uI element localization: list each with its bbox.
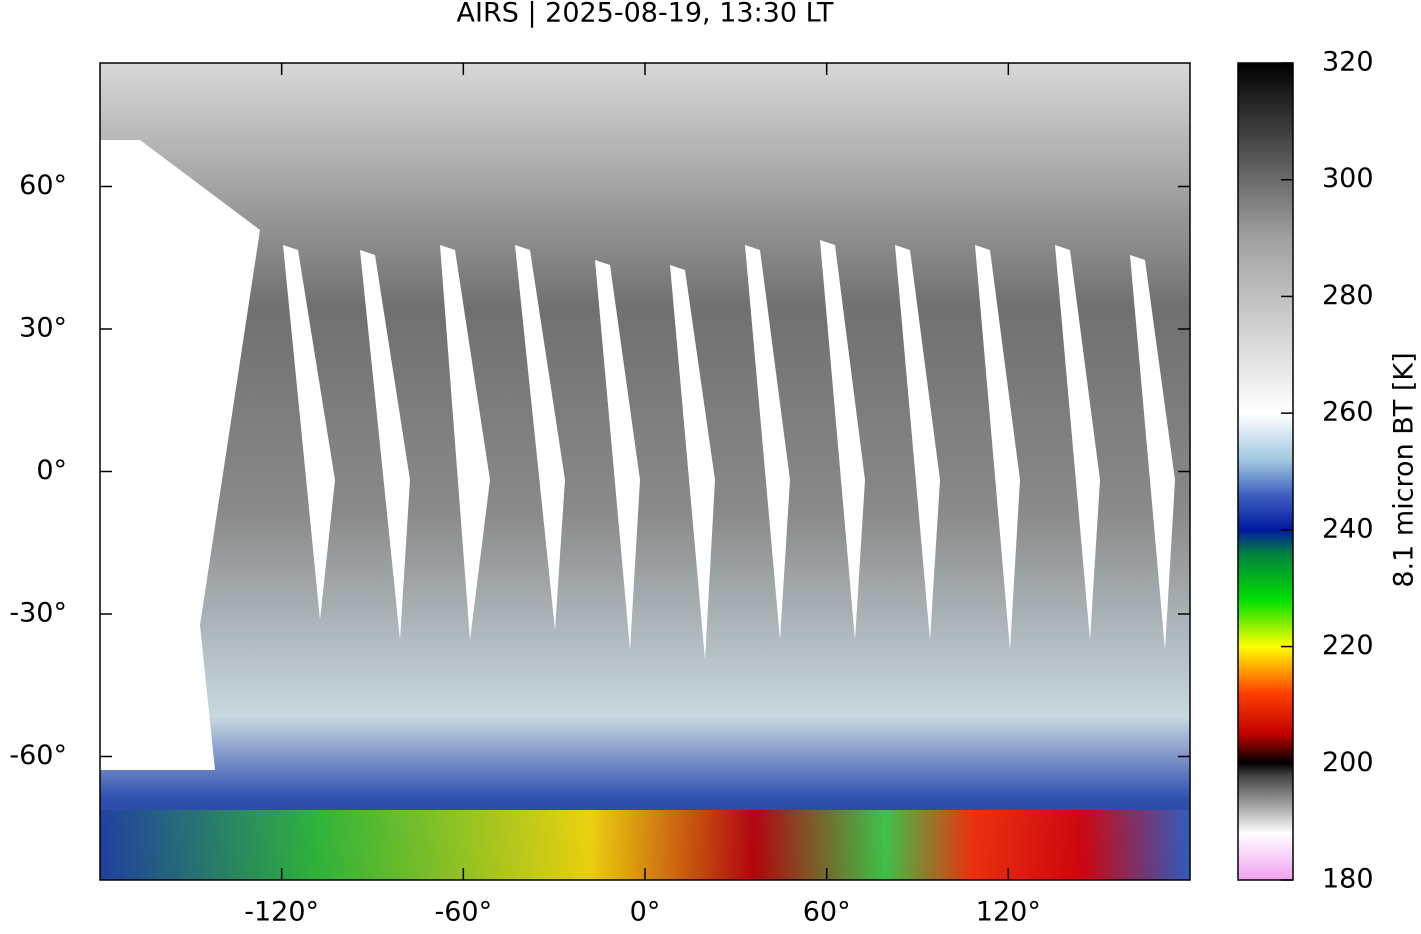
x-tick-label: -60°: [435, 897, 493, 928]
colorbar: [1237, 62, 1294, 881]
y-tick-label: -60°: [9, 740, 67, 771]
x-tick-label: 0°: [630, 897, 661, 928]
colorbar-tick-label: 300: [1322, 163, 1374, 194]
map-image: [100, 63, 1190, 880]
y-tick-label: 60°: [19, 170, 67, 201]
y-tick-label: 0°: [36, 455, 67, 486]
colorbar-label: 8.1 micron BT [K]: [1389, 352, 1420, 587]
colorbar-tick-label: 320: [1322, 47, 1374, 78]
colorbar-tick-label: 180: [1322, 864, 1374, 895]
title: AIRS | 2025-08-19, 13:30 LT: [457, 0, 834, 29]
colorbar-tick-label: 260: [1322, 397, 1374, 428]
x-tick-label: -120°: [244, 897, 319, 928]
colorbar-tick-label: 280: [1322, 280, 1374, 311]
y-tick-label: 30°: [19, 313, 67, 344]
x-tick-label: 120°: [976, 897, 1041, 928]
x-tick-label: 60°: [803, 897, 851, 928]
y-tick-label: -30°: [9, 598, 67, 629]
colorbar-tick-label: 200: [1322, 747, 1374, 778]
colorbar-tick-label: 240: [1322, 513, 1374, 544]
colorbar-tick-label: 220: [1322, 630, 1374, 661]
